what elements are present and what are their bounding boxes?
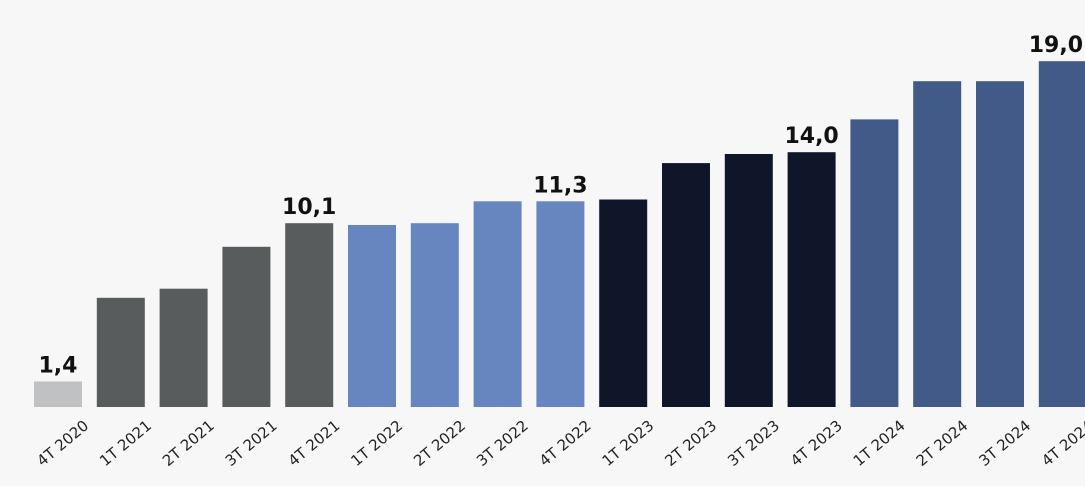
bar-2t-2021 bbox=[159, 288, 208, 407]
bar-3t-2024 bbox=[976, 81, 1024, 407]
bar-2t-2022 bbox=[410, 223, 459, 407]
bars-group bbox=[34, 61, 1085, 408]
bar-2t-2023 bbox=[662, 163, 710, 407]
bar-4t-2023 bbox=[787, 152, 836, 407]
data-label: 10,1 bbox=[282, 195, 336, 220]
bar-1t-2022 bbox=[348, 225, 396, 407]
data-label: 11,3 bbox=[533, 173, 587, 198]
data-label: 14,0 bbox=[784, 124, 838, 149]
x-tick-label: 2T 2021 bbox=[159, 416, 218, 469]
x-tick-label: 3T 2024 bbox=[975, 416, 1034, 469]
x-tick-label: 2T 2022 bbox=[410, 416, 469, 469]
bar-1t-2024 bbox=[850, 119, 899, 408]
x-tick-label: 1T 2024 bbox=[850, 416, 909, 469]
data-label: 19,0 bbox=[1029, 33, 1083, 58]
x-tick-labels-group: 4T 2020 1T 2021 2T 2021 3T 2021 4T 2021 1T 20… bbox=[33, 416, 1085, 469]
x-tick-label: 2T 2024 bbox=[913, 416, 972, 469]
bar-2t-2024 bbox=[913, 81, 962, 407]
data-label: 1,4 bbox=[39, 354, 78, 379]
x-tick-label: 4T 2021 bbox=[285, 416, 344, 469]
x-tick-label: 1T 2021 bbox=[96, 416, 155, 469]
x-tick-label: 4T 2022 bbox=[536, 416, 595, 469]
bar-1t-2021 bbox=[96, 297, 145, 407]
bar-3t-2021 bbox=[222, 246, 271, 407]
x-tick-label: 1T 2022 bbox=[347, 416, 406, 469]
x-tick-label: 3T 2023 bbox=[724, 416, 783, 469]
x-tick-label: 3T 2021 bbox=[222, 416, 281, 469]
x-tick-label: 4T 2020 bbox=[33, 416, 92, 469]
x-tick-label: 4T 2023 bbox=[787, 416, 846, 469]
x-tick-label: 4T 2024 bbox=[1038, 416, 1085, 469]
bar-3t-2023 bbox=[724, 154, 773, 407]
bar-4t-2024 bbox=[1038, 61, 1085, 407]
bar-4t-2022 bbox=[536, 201, 585, 407]
x-tick-label: 1T 2023 bbox=[599, 416, 658, 469]
x-tick-label: 2T 2023 bbox=[661, 416, 720, 469]
data-labels-group: 1,4 10,1 11,3 14,0 19,0 bbox=[39, 33, 1083, 378]
bar-1t-2023 bbox=[599, 199, 648, 407]
x-tick-label: 3T 2022 bbox=[473, 416, 532, 469]
bar-4t-2021 bbox=[285, 223, 334, 407]
bar-3t-2022 bbox=[473, 201, 522, 407]
bar-4t-2020 bbox=[34, 381, 82, 407]
